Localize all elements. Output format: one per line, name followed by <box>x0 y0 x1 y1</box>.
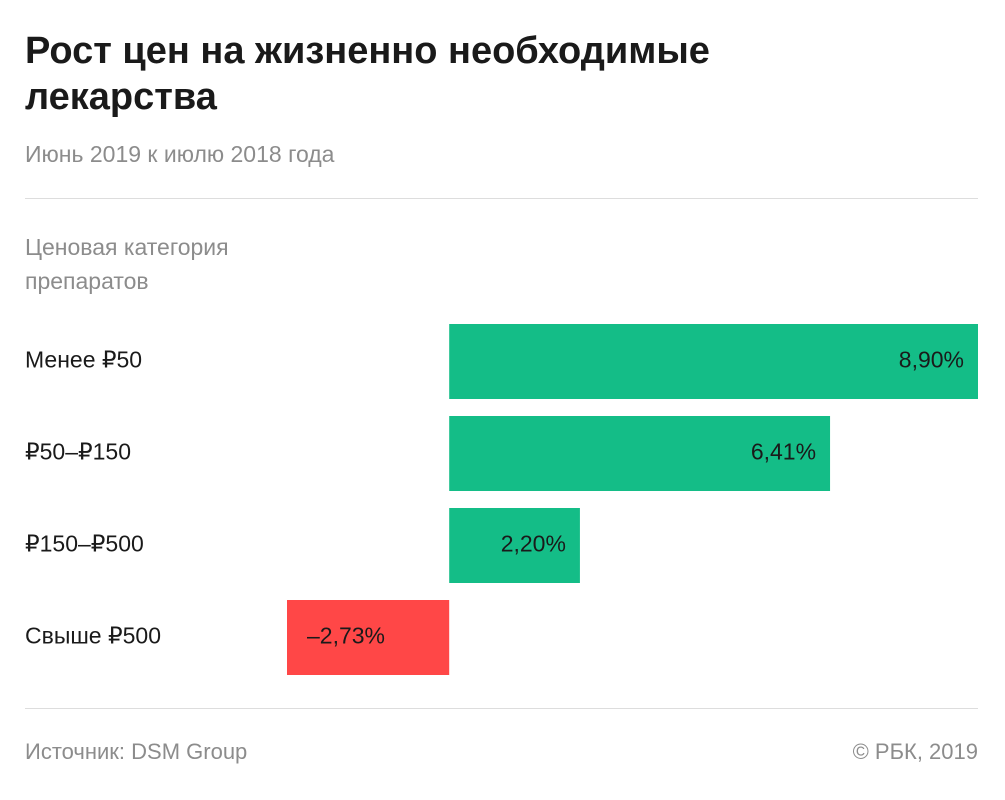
chart-subtitle: Июнь 2019 к июлю 2018 года <box>25 141 335 167</box>
value-label: 2,20% <box>501 531 566 557</box>
chart-title: Рост цен на жизненно необходимые лекарст… <box>25 30 710 118</box>
category-label: ₽150–₽500 <box>25 531 144 557</box>
chart: Менее ₽50 8,90% ₽50–₽150 6,41% ₽150–₽500 2,20… <box>25 324 978 675</box>
category-header: Ценовая категория препаратов <box>25 234 229 294</box>
bar <box>449 416 831 491</box>
value-label: 8,90% <box>899 347 964 373</box>
category-label: Менее ₽50 <box>25 347 142 373</box>
bar <box>449 324 978 399</box>
source: Источник: DSM Group <box>25 739 248 764</box>
category-label: Свыше ₽500 <box>25 623 161 649</box>
divider <box>25 198 978 199</box>
bar <box>287 600 450 675</box>
copyright: © РБК, 2019 <box>852 739 978 764</box>
divider <box>25 708 978 709</box>
value-label: –2,73% <box>307 623 385 649</box>
value-label: 6,41% <box>751 439 816 465</box>
category-label: ₽50–₽150 <box>25 439 131 465</box>
bar <box>449 508 580 583</box>
